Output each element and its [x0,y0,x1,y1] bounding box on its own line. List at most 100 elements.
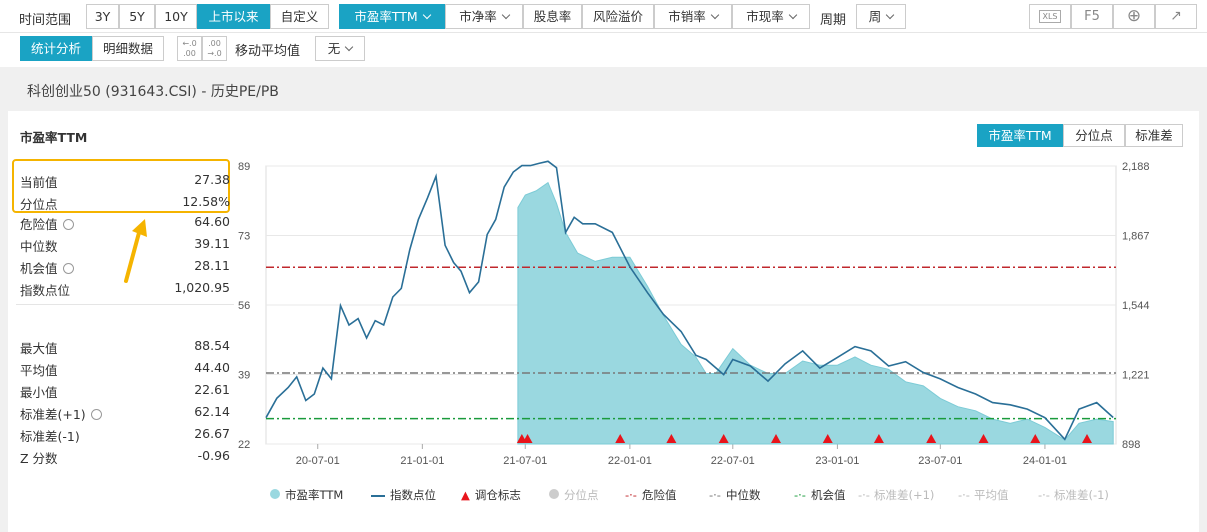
stat-label: 平均值 [20,363,58,378]
toolbar-secondary: 统计分析 明细数据 ←.0.00 .00 →.0 移动平均值 无 [0,33,1207,67]
legend-label: 指数点位 [390,488,436,502]
legend-dot-icon [270,489,280,499]
rebalance-marker [522,434,533,443]
add-button[interactable]: ⊕ [1113,4,1155,29]
export-xls-button[interactable]: XLS [1029,4,1071,29]
legend-opportunity[interactable]: -·- 机会值 [794,487,845,503]
tab-pe-ttm[interactable]: 市盈率TTM [977,124,1063,147]
metric-dividend-button[interactable]: 股息率 [523,4,582,29]
right-ytick-label: 898 [1122,439,1140,451]
pe-chart[interactable]: 89 73 56 39 22 2,188 1,867 1,544 1,221 898 20-07-0… [228,156,1168,481]
left-ytick-label: 22 [238,439,250,451]
range-10y-button[interactable]: 10Y [155,4,197,29]
range-3y-button[interactable]: 3Y [86,4,119,29]
right-ytick-label: 1,544 [1122,300,1150,312]
stat-label: 标准差(+1) [20,407,86,422]
legend-label: 调仓标志 [474,488,521,502]
right-ytick-label: 1,867 [1122,231,1150,243]
divider [16,304,234,305]
stat-value: 62.14 [194,404,230,419]
legend-label: 中位数 [725,488,761,502]
legend-label: 标准差(-1) [1053,488,1109,502]
xtick-label: 22-01-01 [608,455,652,467]
stat-danger: 危险值 64.60 [20,214,230,234]
range-label: 时间范围 [19,13,72,28]
stat-median: 中位数 39.11 [20,236,230,256]
metric-pcf-dropdown[interactable]: 市现率 [732,4,810,29]
metric-pe-dropdown[interactable]: 市盈率TTM [339,4,445,29]
rebalance-markers [516,434,1093,443]
range-5y-button[interactable]: 5Y [119,4,155,29]
increase-decimal-button[interactable]: .00 →.0 [202,36,227,61]
legend-std-minus[interactable]: -·- 标准差(-1) [1038,487,1109,503]
xtick-label: 22-07-01 [711,455,755,467]
stat-label: 最小值 [20,385,58,400]
stat-value: 28.11 [194,258,230,273]
stat-label: Z 分数 [20,451,58,466]
stat-max: 最大值 88.54 [20,338,230,358]
xtick-label: 24-01-01 [1023,455,1067,467]
rebalance-marker [615,434,626,443]
chevron-down-icon [710,10,719,20]
left-ytick-label: 39 [238,370,250,382]
gear-icon[interactable] [90,409,102,420]
period-dropdown[interactable]: 周 [856,4,906,29]
range-since-listing-button[interactable]: 上市以来 [197,4,270,29]
metric-pe-label: 市盈率TTM [354,9,418,24]
tab-std-dev[interactable]: 标准差 [1125,124,1183,147]
tab-detail-data[interactable]: 明细数据 [92,36,164,61]
legend-rebalance[interactable]: ▲ 调仓标志 [461,487,521,503]
legend-line-icon [371,494,385,497]
right-ytick-label: 1,221 [1122,370,1150,382]
metric-ps-dropdown[interactable]: 市销率 [654,4,732,29]
legend-label: 平均值 [973,488,1009,502]
legend-dashdot-icon: -·- [794,488,806,502]
legend-index[interactable]: 指数点位 [371,487,436,503]
rebalance-marker [822,434,833,443]
refresh-f5-button[interactable]: F5 [1071,4,1113,29]
legend-dashdot-icon: -·- [858,488,870,502]
reference-lines [266,266,1116,420]
stat-label: 分位点 [20,197,58,212]
stat-label: 危险值 [20,217,58,232]
xtick-label: 21-07-01 [503,455,547,467]
legend-danger[interactable]: -·- 危险值 [625,487,676,503]
metric-pb-dropdown[interactable]: 市净率 [445,4,523,29]
chevron-down-icon [422,10,431,20]
legend-std-plus[interactable]: -·- 标准差(+1) [858,487,934,503]
increase-decimal-icon: .00 →.0 [207,39,222,58]
stat-value: 44.40 [194,360,230,375]
stat-min: 最小值 22.61 [20,382,230,402]
stat-index-level: 指数点位 1,020.95 [20,280,230,300]
metric-pb-label: 市净率 [459,9,497,24]
open-external-button[interactable]: ↗ [1155,4,1197,29]
range-custom-button[interactable]: 自定义 [270,4,329,29]
page-title: 科创创业50 (931643.CSI) - 历史PE/PB [27,84,279,100]
legend-median[interactable]: -·- 中位数 [709,487,760,503]
period-label: 周期 [820,13,847,28]
tab-statistics[interactable]: 统计分析 [20,36,92,61]
rebalance-marker [978,434,989,443]
stat-std-plus: 标准差(+1) 62.14 [20,404,230,424]
metric-risk-premium-button[interactable]: 风险溢价 [582,4,654,29]
moving-average-dropdown[interactable]: 无 [315,36,365,61]
stat-mean: 平均值 44.40 [20,360,230,380]
pe-area [517,181,1114,445]
legend-dashdot-icon: -·- [958,488,970,502]
external-link-icon: ↗ [1170,8,1182,24]
stat-label: 机会值 [20,261,58,276]
decrease-decimal-button[interactable]: ←.0.00 [177,36,202,61]
rebalance-marker [718,434,729,443]
stat-label: 最大值 [20,341,58,356]
gear-icon[interactable] [62,263,74,274]
chevron-down-icon [788,10,797,20]
left-ytick-label: 73 [238,231,250,243]
tab-percentile[interactable]: 分位点 [1063,124,1125,147]
gear-icon[interactable] [62,219,74,230]
legend-percentile[interactable]: 分位点 [549,487,599,503]
legend-mean[interactable]: -·- 平均值 [958,487,1008,503]
decrease-decimal-icon: ←.0.00 [182,39,197,58]
arrow-pointer-icon [124,219,147,283]
legend-pe[interactable]: 市盈率TTM [270,487,343,503]
legend-triangle-icon: ▲ [461,488,470,502]
